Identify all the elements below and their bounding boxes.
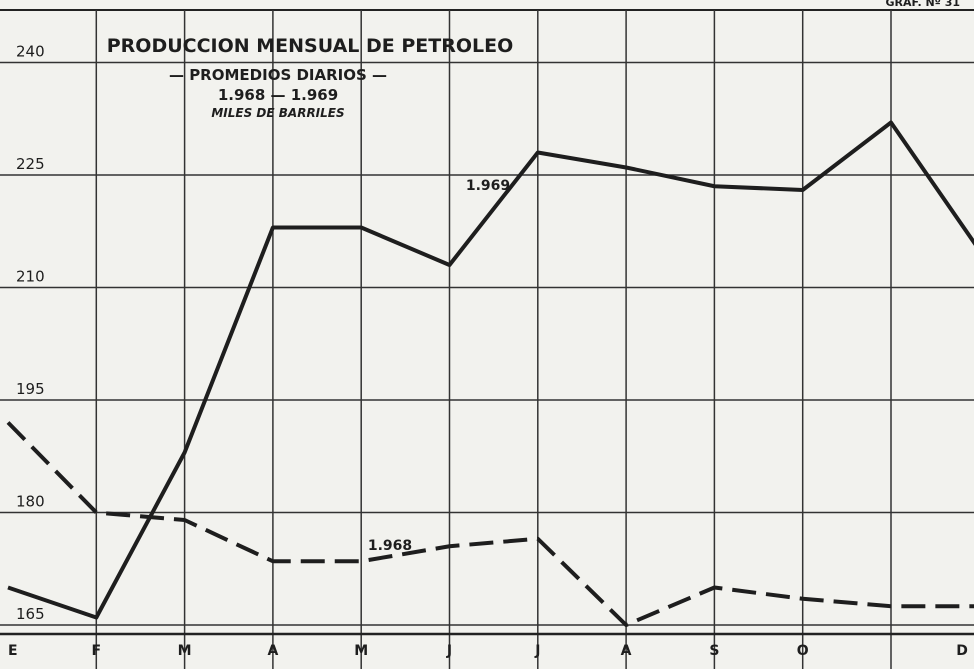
- x-tick-label: S: [709, 643, 719, 659]
- x-tick-label: A: [267, 643, 278, 659]
- series-line: [6, 421, 974, 627]
- series-label: 1.968: [368, 538, 412, 554]
- x-tick-label: J: [446, 643, 452, 659]
- chart-subtitle: — PROMEDIOS DIARIOS —: [169, 66, 387, 84]
- chart-title: PRODUCCION MENSUAL DE PETROLEO: [107, 35, 514, 57]
- y-tick-label: 240: [16, 43, 45, 61]
- x-tick-label: D: [956, 643, 968, 659]
- figure-label: GRAF. Nº 31: [886, 0, 960, 9]
- x-tick-label: F: [92, 643, 102, 659]
- x-tick-label: M: [354, 643, 368, 659]
- x-tick-label: M: [178, 643, 192, 659]
- x-tick-label: E: [8, 643, 18, 659]
- x-tick-label: O: [797, 643, 809, 659]
- y-tick-label: 165: [16, 605, 45, 623]
- unit-label: MILES DE BARRILES: [211, 106, 344, 120]
- marks: [6, 120, 974, 627]
- y-tick-label: 225: [16, 155, 45, 173]
- x-tick-label: J: [534, 643, 540, 659]
- series-line: [7, 120, 974, 620]
- y-tick-label: 195: [16, 380, 45, 398]
- y-tick-label: 210: [16, 268, 45, 286]
- chart-subtitle: 1.968 — 1.969: [218, 86, 338, 104]
- y-tick-label: 180: [16, 493, 45, 511]
- x-tick-label: A: [621, 643, 632, 659]
- grid: [0, 10, 974, 669]
- series-label: 1.969: [466, 178, 510, 194]
